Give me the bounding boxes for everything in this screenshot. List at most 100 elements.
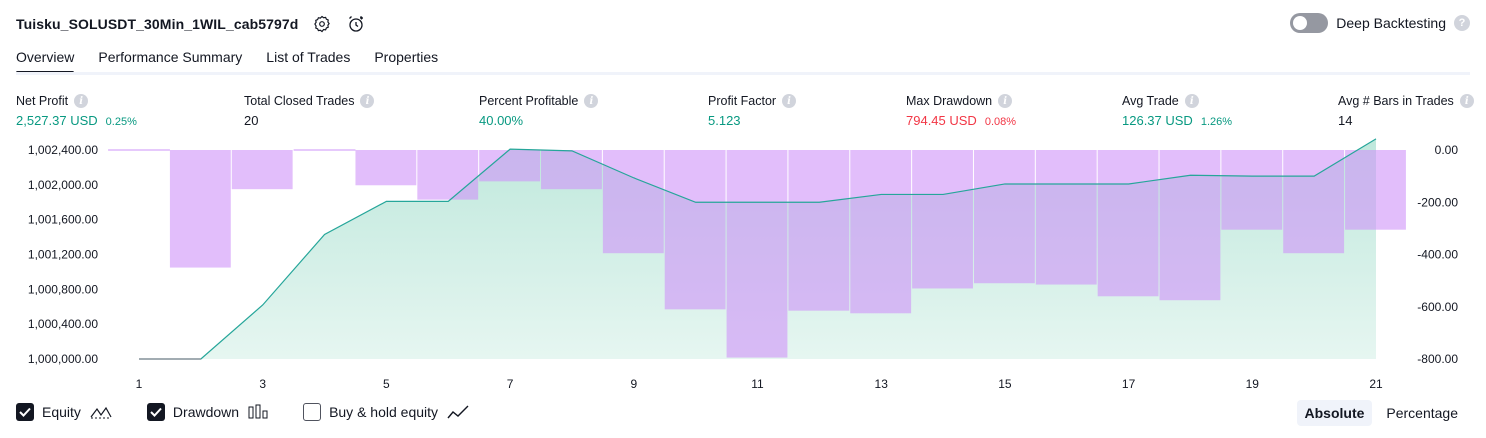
right-axis-tick: 0.00 (1435, 143, 1459, 157)
metric-label: Avg # Bars in Trades (1338, 94, 1454, 108)
x-axis-tick: 11 (751, 377, 764, 391)
left-axis-tick: 1,002,400.00 (28, 143, 98, 157)
metric-label: Max Drawdown (906, 94, 993, 108)
info-icon[interactable]: i (584, 94, 599, 108)
right-axis-tick: -200.00 (1417, 195, 1458, 209)
drawdown-bar (602, 150, 664, 254)
metric-max-drawdown: Max Drawdown i 794.45 USD 0.08% (906, 92, 1016, 131)
percentage-button[interactable]: Percentage (1386, 405, 1458, 421)
legend-label: Buy & hold equity (329, 404, 439, 420)
drawdown-bar (1159, 150, 1221, 301)
metric-value: 126.37 USD (1122, 113, 1193, 128)
buy-hold-line-icon (447, 405, 469, 419)
drawdown-bar (169, 150, 231, 268)
legend-equity[interactable]: Equity (16, 403, 113, 421)
x-axis-tick: 17 (1122, 377, 1136, 391)
absolute-button[interactable]: Absolute (1296, 400, 1373, 426)
drawdown-bar (726, 150, 788, 358)
tab-overview[interactable]: Overview (16, 44, 75, 74)
info-icon[interactable]: i (74, 94, 89, 108)
metric-label: Avg Trade (1122, 94, 1179, 108)
right-axis-tick: -800.00 (1417, 352, 1458, 366)
info-icon[interactable]: i (1184, 94, 1199, 108)
metric-avg-trade: Avg Trade i 126.37 USD 1.26% (1122, 92, 1232, 131)
metric-value: 5.123 (708, 113, 741, 128)
info-icon[interactable]: i (360, 94, 375, 108)
metric-net-profit: Net Profit i 2,527.37 USD 0.25% (16, 92, 137, 131)
info-icon[interactable]: i (1459, 94, 1474, 108)
deep-backtesting-toggle[interactable] (1290, 13, 1329, 33)
x-axis-tick: 15 (998, 377, 1012, 391)
drawdown-bar (1097, 150, 1159, 297)
value-mode-switch: Absolute Percentage (1296, 400, 1467, 426)
drawdown-bar (231, 150, 293, 190)
x-axis-tick: 21 (1369, 377, 1383, 391)
left-axis-tick: 1,000,400.00 (28, 317, 98, 331)
right-axis-tick: -400.00 (1417, 248, 1458, 262)
drawdown-bar (1035, 150, 1097, 285)
x-axis-tick: 13 (875, 377, 889, 391)
drawdown-bar (355, 150, 417, 186)
drawdown-bar (1283, 150, 1345, 254)
legend-drawdown[interactable]: Drawdown (146, 403, 269, 421)
metric-value: 2,527.37 USD (16, 113, 98, 128)
metric-avg-bars-in-trades: Avg # Bars in Trades i 14 (1338, 92, 1474, 131)
left-axis-tick: 1,000,000.00 (28, 352, 98, 366)
report-tabs: Overview Performance Summary List of Tra… (16, 44, 438, 74)
equity-drawdown-chart[interactable]: 1,002,400.00 1,002,000.00 1,001,600.00 1,00… (0, 138, 1486, 398)
tab-performance-summary[interactable]: Performance Summary (98, 49, 243, 65)
x-axis-tick: 7 (507, 377, 514, 391)
info-icon[interactable]: i (998, 94, 1013, 108)
tab-list-of-trades[interactable]: List of Trades (266, 49, 351, 65)
x-axis-tick: 9 (630, 377, 637, 391)
metric-value: 20 (244, 113, 259, 128)
x-axis-tick: 1 (136, 377, 143, 391)
drawdown-bar (1345, 150, 1406, 230)
metric-label: Total Closed Trades (244, 94, 355, 108)
toggle-knob (1293, 16, 1308, 30)
equity-line (139, 138, 1377, 360)
left-axis-tick: 1,000,800.00 (28, 282, 98, 296)
metric-percent: 0.08% (984, 116, 1017, 128)
alarm-clock-icon[interactable] (346, 14, 366, 34)
equity-line-icon (90, 406, 112, 419)
drawdown-checkbox[interactable] (146, 403, 165, 421)
metric-percent-profitable: Percent Profitable i 40.00% (479, 92, 599, 131)
x-axis-tick: 19 (1246, 377, 1260, 391)
strategy-name: Tuisku_SOLUSDT_30Min_1WIL_cab5797d (16, 16, 299, 32)
drawdown-bar (1221, 150, 1283, 230)
drawdown-bar (850, 150, 912, 314)
buy-hold-checkbox[interactable] (303, 403, 322, 421)
metric-total-closed-trades: Total Closed Trades i 20 (244, 92, 375, 131)
metric-label: Net Profit (16, 94, 69, 108)
drawdown-bars-icon (248, 404, 268, 419)
metric-label: Percent Profitable (479, 94, 579, 108)
drawdown-bar (664, 150, 726, 310)
drawdown-bar (912, 150, 973, 289)
left-axis-tick: 1,001,200.00 (28, 248, 98, 262)
chart-legend: Equity Drawdown Buy & hold equity (16, 403, 504, 421)
deep-backtesting-label: Deep Backtesting (1336, 15, 1446, 31)
metric-profit-factor: Profit Factor i 5.123 (708, 92, 797, 131)
equity-checkbox[interactable] (16, 403, 34, 421)
left-axis-tick: 1,002,000.00 (28, 178, 98, 192)
legend-buy-hold-equity[interactable]: Buy & hold equity (303, 403, 470, 421)
metric-percent: 0.25% (105, 116, 137, 128)
left-axis-tick: 1,001,600.00 (28, 213, 98, 227)
drawdown-bar (541, 150, 602, 190)
tab-properties[interactable]: Properties (374, 49, 439, 65)
tabs-divider (16, 72, 1470, 75)
legend-label: Equity (42, 404, 81, 420)
metric-value: 14 (1338, 113, 1353, 128)
x-axis-tick: 3 (259, 377, 266, 391)
report-header: Tuisku_SOLUSDT_30Min_1WIL_cab5797d (16, 12, 366, 36)
help-icon[interactable]: ? (1454, 15, 1470, 31)
gear-icon[interactable] (312, 14, 332, 34)
drawdown-bar (417, 150, 479, 200)
metric-percent: 1.26% (1200, 116, 1233, 128)
x-axis-tick: 5 (383, 377, 390, 391)
metric-label: Profit Factor (708, 94, 777, 108)
drawdown-bar (788, 150, 850, 311)
legend-label: Drawdown (172, 404, 240, 420)
info-icon[interactable]: i (782, 94, 797, 108)
